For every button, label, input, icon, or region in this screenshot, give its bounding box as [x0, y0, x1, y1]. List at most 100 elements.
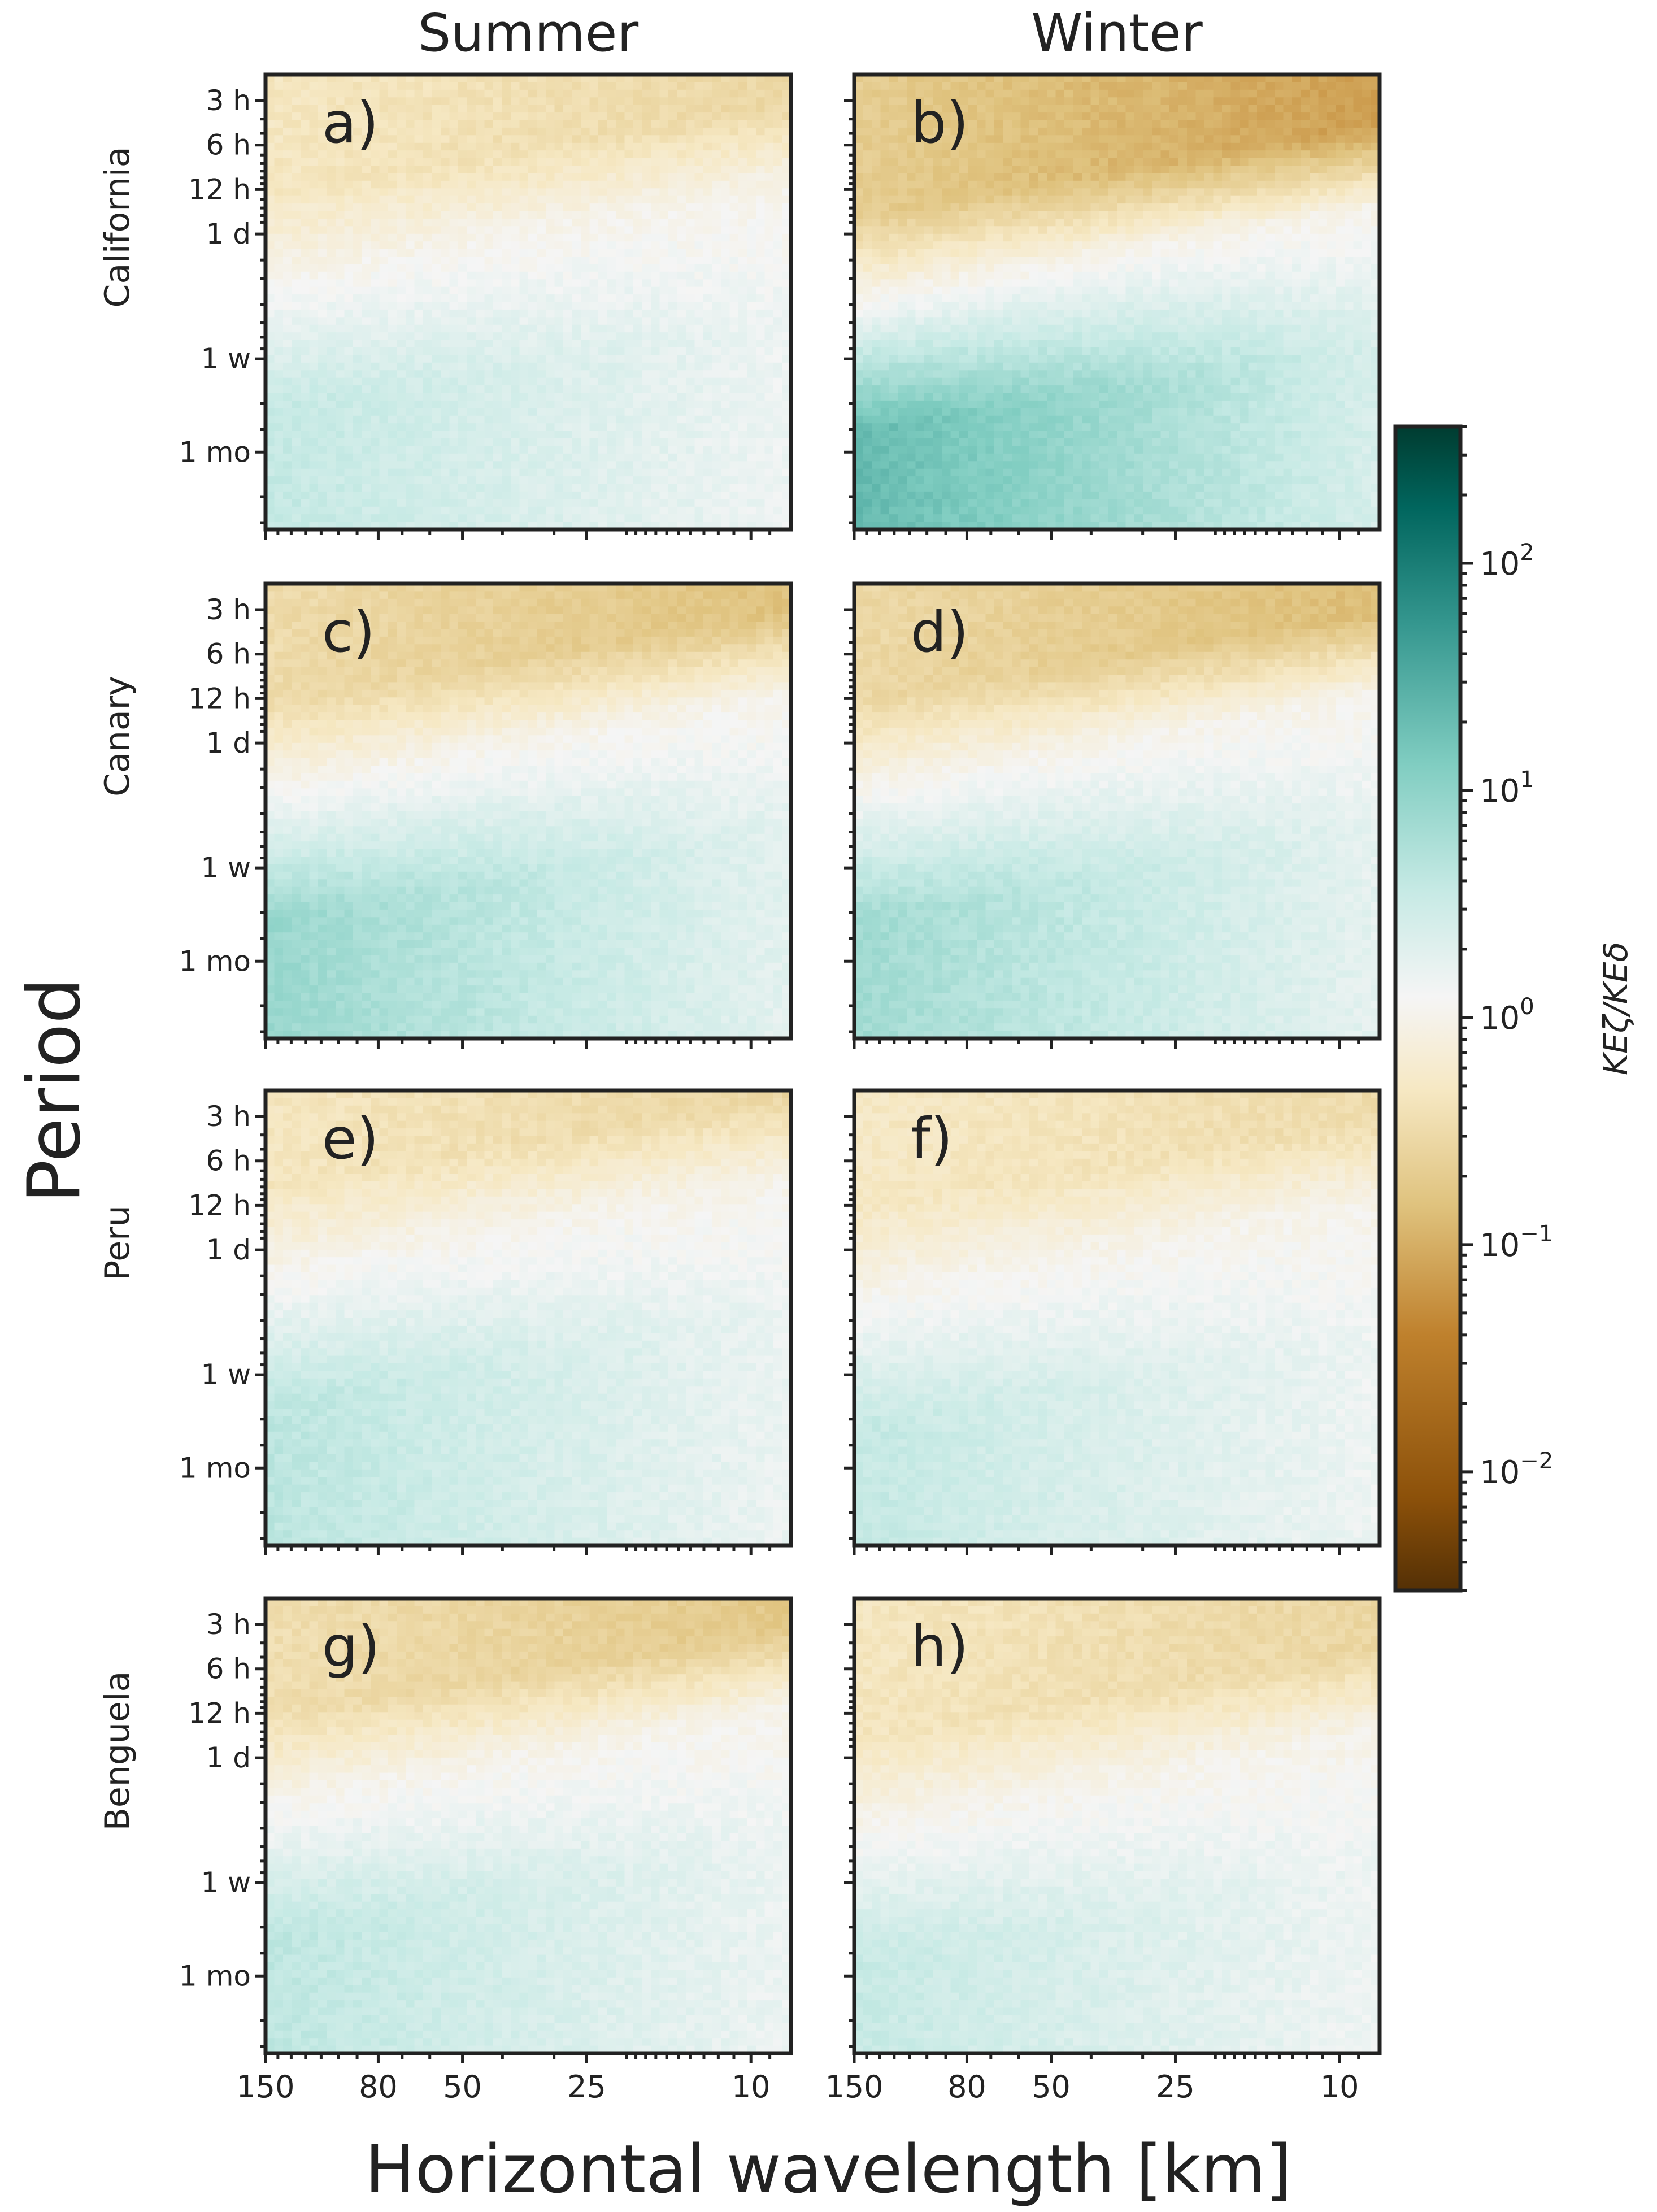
heatmap-cell — [485, 135, 494, 143]
heatmap-cell — [467, 219, 476, 227]
heatmap-cell — [712, 158, 721, 166]
heatmap-cell — [747, 90, 756, 98]
heatmap-cell — [292, 143, 301, 151]
heatmap-cell — [397, 181, 406, 189]
heatmap-cell — [283, 90, 292, 98]
heatmap-cell — [476, 105, 485, 113]
heatmap-cell — [371, 196, 380, 204]
heatmap-cell — [467, 150, 476, 158]
heatmap-cell — [380, 97, 389, 105]
heatmap-cell — [537, 158, 546, 166]
heatmap-cell — [721, 196, 730, 204]
heatmap-cell — [668, 211, 677, 219]
heatmap-cell — [485, 105, 494, 113]
heatmap-cell — [275, 112, 284, 120]
heatmap-cell — [721, 219, 730, 227]
heatmap-cell — [555, 97, 564, 105]
heatmap-cell — [660, 158, 669, 166]
heatmap-cell — [380, 158, 389, 166]
heatmap-cell — [292, 82, 301, 90]
heatmap-cell — [310, 196, 319, 204]
heatmap-cell — [765, 166, 774, 173]
heatmap-cell — [441, 135, 450, 143]
heatmap-cell — [485, 211, 494, 219]
heatmap-cell — [773, 135, 782, 143]
heatmap-cell — [721, 166, 730, 173]
heatmap-cell — [371, 211, 380, 219]
heatmap-cell — [493, 150, 502, 158]
heatmap-cell — [485, 196, 494, 204]
heatmap-cell — [555, 203, 564, 211]
heatmap-cell — [651, 166, 660, 173]
heatmap-cell — [502, 128, 511, 136]
heatmap-cell — [336, 181, 345, 189]
heatmap-cell — [695, 135, 704, 143]
heatmap-cell — [642, 90, 651, 98]
heatmap-cell — [756, 181, 765, 189]
heatmap-cell — [616, 166, 625, 173]
heatmap-cell — [730, 150, 739, 158]
heatmap-cell — [301, 203, 310, 211]
heatmap-cell — [485, 143, 494, 151]
heatmap-cell — [345, 181, 354, 189]
heatmap-cell — [581, 181, 590, 189]
heatmap-cell — [292, 112, 301, 120]
heatmap-cell — [563, 82, 572, 90]
heatmap-cell — [476, 128, 485, 136]
heatmap-cell — [502, 203, 511, 211]
heatmap-cell — [353, 203, 362, 211]
heatmap-cell — [712, 219, 721, 227]
heatmap-cell — [607, 173, 616, 181]
heatmap-cell — [546, 173, 555, 181]
heatmap-cell — [380, 196, 389, 204]
heatmap-cell — [607, 128, 616, 136]
heatmap-cell — [371, 82, 380, 90]
heatmap-cell — [441, 105, 450, 113]
heatmap-cell — [773, 97, 782, 105]
heatmap-cell — [730, 203, 739, 211]
heatmap-cell — [625, 150, 634, 158]
heatmap-cell — [432, 135, 441, 143]
heatmap-cell — [703, 120, 712, 128]
heatmap-cell — [738, 97, 747, 105]
heatmap-cell — [283, 181, 292, 189]
heatmap-cell — [485, 181, 494, 189]
heatmap-cell — [485, 166, 494, 173]
heatmap-cell — [773, 166, 782, 173]
heatmap-cell — [388, 97, 397, 105]
heatmap-cell — [546, 150, 555, 158]
heatmap-cell — [563, 90, 572, 98]
row-label: Canary — [98, 676, 137, 797]
heatmap-cell — [432, 219, 441, 227]
heatmap-cell — [642, 158, 651, 166]
heatmap-cell — [598, 97, 607, 105]
heatmap-cell — [520, 173, 529, 181]
heatmap-cell — [292, 90, 301, 98]
heatmap-cell — [528, 143, 537, 151]
heatmap-cell — [651, 150, 660, 158]
heatmap-cell — [625, 120, 634, 128]
heatmap-cell — [292, 173, 301, 181]
heatmap-cell — [581, 188, 590, 196]
heatmap-cell — [301, 150, 310, 158]
heatmap-cell — [537, 128, 546, 136]
heatmap-cell — [616, 97, 625, 105]
heatmap-cell — [353, 166, 362, 173]
heatmap-cell — [502, 150, 511, 158]
figure: SummerWinter CaliforniaCanaryPeruBenguel… — [0, 0, 1657, 2209]
heatmap-cell — [546, 120, 555, 128]
heatmap-cell — [511, 158, 520, 166]
heatmap-cell — [537, 166, 546, 173]
heatmap-cell — [397, 188, 406, 196]
heatmap-cell — [695, 173, 704, 181]
column-title: Summer — [418, 3, 639, 63]
heatmap-cell — [493, 166, 502, 173]
heatmap-cell — [493, 128, 502, 136]
heatmap-cell — [563, 135, 572, 143]
heatmap-cell — [476, 203, 485, 211]
heatmap-cell — [450, 158, 459, 166]
heatmap-cell — [537, 105, 546, 113]
heatmap-cell — [406, 120, 415, 128]
heatmap-cell — [537, 181, 546, 189]
heatmap-cell — [327, 211, 336, 219]
